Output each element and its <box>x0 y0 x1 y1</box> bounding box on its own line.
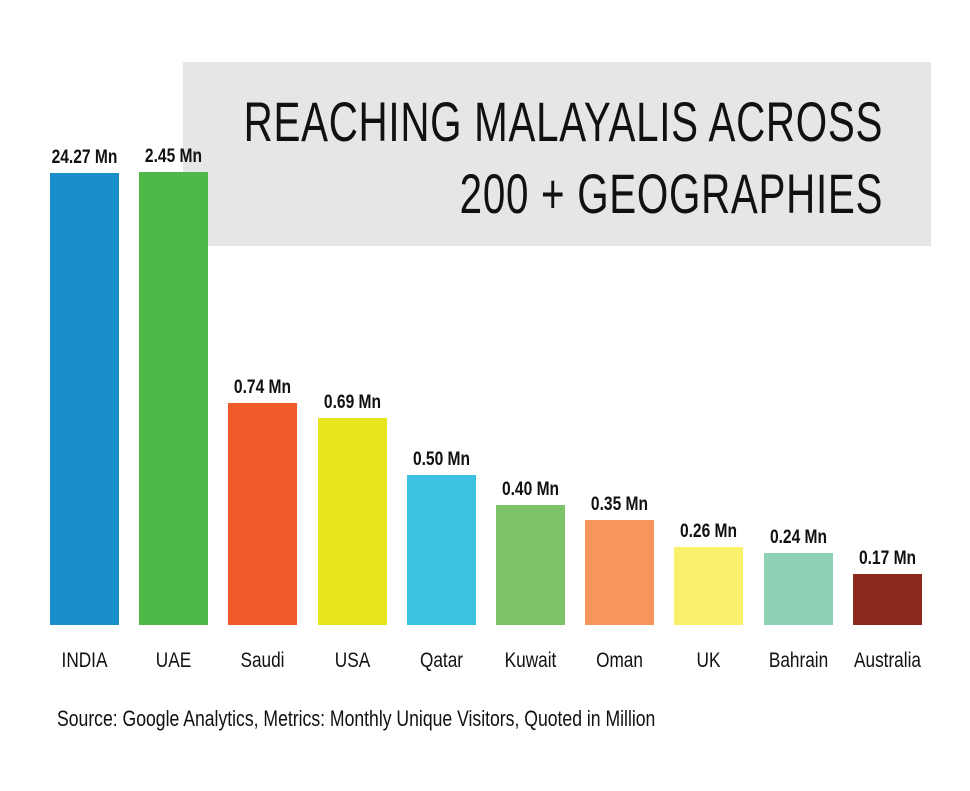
bar-saudi <box>228 403 297 625</box>
bar-bahrain <box>764 553 833 625</box>
chart-title-line-2: 200 + GEOGRAPHIES <box>459 162 883 225</box>
bar-group <box>50 172 922 625</box>
data-label-uae: 2.45 Mn <box>145 145 202 167</box>
data-label-qatar: 0.50 Mn <box>413 448 470 470</box>
bar-australia <box>853 574 922 625</box>
source-note: Source: Google Analytics, Metrics: Month… <box>57 706 656 731</box>
category-label-qatar: Qatar <box>420 650 464 673</box>
category-label-group: INDIA UAE Saudi USA Qatar Kuwait Oman UK Bahrain… <box>62 650 922 673</box>
bar-india <box>50 173 119 625</box>
data-label-oman: 0.35 Mn <box>591 493 648 515</box>
data-label-australia: 0.17 Mn <box>859 547 916 569</box>
bar-uae <box>139 172 208 625</box>
bar-qatar <box>407 475 476 625</box>
bar-usa <box>318 418 387 625</box>
category-label-uae: UAE <box>156 650 191 673</box>
data-label-saudi: 0.74 Mn <box>234 376 291 398</box>
category-label-australia: Australia <box>854 650 921 673</box>
category-label-bahrain: Bahrain <box>769 650 828 673</box>
value-label-group: 24.27 Mn 2.45 Mn 0.74 Mn 0.69 Mn 0.50 Mn 0.40… <box>52 145 916 569</box>
title-banner: REACHING MALAYALIS ACROSS 200 + GEOGRAPH… <box>183 62 931 246</box>
category-label-usa: USA <box>335 650 371 673</box>
category-label-kuwait: Kuwait <box>505 650 557 673</box>
chart-title-line-1: REACHING MALAYALIS ACROSS <box>243 90 883 153</box>
category-label-uk: UK <box>697 650 721 673</box>
category-label-oman: Oman <box>596 650 643 673</box>
data-label-india: 24.27 Mn <box>52 146 118 168</box>
data-label-kuwait: 0.40 Mn <box>502 478 559 500</box>
bar-uk <box>674 547 743 625</box>
bar-oman <box>585 520 654 625</box>
category-label-india: INDIA <box>62 650 108 673</box>
bar-kuwait <box>496 505 565 625</box>
category-label-saudi: Saudi <box>240 650 284 673</box>
data-label-bahrain: 0.24 Mn <box>770 526 827 548</box>
data-label-uk: 0.26 Mn <box>680 520 737 542</box>
data-label-usa: 0.69 Mn <box>324 391 381 413</box>
